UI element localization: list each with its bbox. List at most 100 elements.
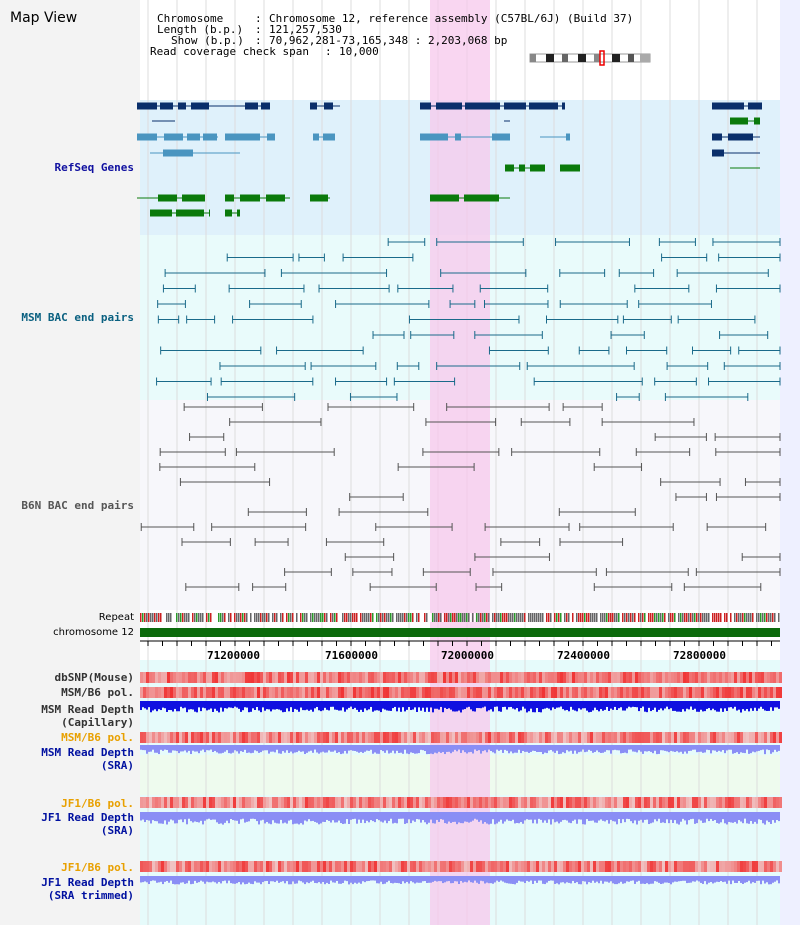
- heat-mark: [164, 861, 167, 872]
- heat-mark: [446, 732, 449, 743]
- heat-mark: [404, 672, 407, 683]
- depth-bar: [766, 876, 768, 883]
- depth-bar: [224, 701, 226, 709]
- track-label-b6n-bac[interactable]: B6N BAC end pairs: [21, 499, 134, 512]
- repeat-mark: [742, 613, 744, 622]
- heat-mark: [653, 732, 656, 743]
- heat-mark: [434, 732, 437, 743]
- heat-mark: [395, 672, 398, 683]
- heat-mark: [740, 672, 743, 683]
- heat-mark: [761, 797, 764, 808]
- depth-bar: [344, 745, 346, 751]
- depth-bar: [544, 812, 546, 821]
- heat-mark: [677, 687, 680, 698]
- track-label-dbsnp[interactable]: dbSNP(Mouse): [54, 671, 134, 684]
- heat-mark: [203, 732, 206, 743]
- heat-mark: [221, 861, 224, 872]
- heat-mark: [155, 732, 158, 743]
- depth-bar: [696, 701, 698, 712]
- heat-mark: [290, 672, 293, 683]
- depth-bar: [512, 745, 514, 754]
- depth-bar: [294, 701, 296, 709]
- repeat-mark: [354, 613, 356, 622]
- heat-mark: [629, 861, 632, 872]
- depth-bar: [188, 701, 190, 710]
- heat-mark: [737, 797, 740, 808]
- depth-bar: [246, 745, 248, 753]
- repeat-mark: [336, 613, 338, 622]
- depth-bar: [680, 876, 682, 882]
- depth-bar: [276, 812, 278, 824]
- repeat-mark: [294, 613, 296, 622]
- heat-mark: [428, 687, 431, 698]
- heat-mark: [410, 732, 413, 743]
- repeat-mark: [276, 613, 278, 622]
- track-label-msm-b6-pol-1[interactable]: MSM/B6 pol.: [61, 686, 134, 699]
- depth-bar: [406, 876, 408, 882]
- heat-mark: [323, 797, 326, 808]
- heat-mark: [305, 797, 308, 808]
- heat-mark: [215, 797, 218, 808]
- depth-bar: [318, 876, 320, 883]
- heat-mark: [311, 687, 314, 698]
- track-label-jf1-depth-sra-1[interactable]: JF1 Read Depth: [41, 811, 134, 824]
- depth-bar: [190, 876, 192, 885]
- heat-mark: [581, 797, 584, 808]
- track-label-refseq[interactable]: RefSeq Genes: [54, 161, 134, 174]
- depth-bar: [736, 745, 738, 753]
- heat-mark: [341, 797, 344, 808]
- depth-bar: [242, 745, 244, 752]
- track-label-jf1-depth-sra-2[interactable]: (SRA): [100, 824, 134, 837]
- heat-mark: [503, 732, 506, 743]
- heat-mark: [665, 732, 668, 743]
- depth-bar: [240, 812, 242, 820]
- heat-mark: [269, 797, 272, 808]
- heat-mark: [752, 861, 755, 872]
- repeat-mark: [630, 613, 632, 622]
- heat-mark: [278, 687, 281, 698]
- track-label-jf1-depth-trim-1[interactable]: JF1 Read Depth: [41, 876, 134, 889]
- depth-bar: [156, 701, 158, 712]
- heat-mark: [371, 732, 374, 743]
- repeat-mark: [394, 613, 396, 622]
- heat-mark: [662, 732, 665, 743]
- repeat-mark: [540, 613, 542, 622]
- track-label-msm-b6-pol-2[interactable]: MSM/B6 pol.: [61, 731, 134, 744]
- depth-bar: [392, 812, 394, 824]
- track-label-msm-depth-sra-1[interactable]: MSM Read Depth: [41, 746, 134, 759]
- depth-bar: [614, 876, 616, 885]
- repeat-mark: [716, 613, 718, 622]
- depth-bar: [274, 812, 276, 823]
- depth-bar: [430, 701, 432, 708]
- depth-bar: [552, 812, 554, 820]
- depth-bar: [768, 745, 770, 751]
- heat-mark: [617, 797, 620, 808]
- heat-mark: [245, 861, 248, 872]
- heat-mark: [611, 687, 614, 698]
- depth-bar: [700, 745, 702, 752]
- depth-bar: [478, 876, 480, 884]
- heat-mark: [473, 797, 476, 808]
- track-label-msm-depth-cap-2[interactable]: (Capillary): [61, 716, 134, 729]
- heat-mark: [248, 672, 251, 683]
- repeat-mark: [288, 613, 290, 622]
- track-label-repeat[interactable]: Repeat: [98, 612, 134, 623]
- track-label-jf1-b6-pol-1[interactable]: JF1/B6 pol.: [61, 797, 134, 810]
- heat-mark: [554, 687, 557, 698]
- track-label-msm-depth-sra-2[interactable]: (SRA): [100, 759, 134, 772]
- repeat-mark: [376, 613, 378, 622]
- track-label-msm-depth-cap-1[interactable]: MSM Read Depth: [41, 703, 134, 716]
- heat-mark: [308, 861, 311, 872]
- heat-mark: [197, 687, 200, 698]
- track-label-msm-bac[interactable]: MSM BAC end pairs: [21, 311, 134, 324]
- depth-bar: [724, 745, 726, 754]
- depth-bar: [304, 876, 306, 885]
- track-label-jf1-b6-pol-2[interactable]: JF1/B6 pol.: [61, 861, 134, 874]
- track-label-jf1-depth-trim-2[interactable]: (SRA trimmed): [47, 889, 134, 902]
- depth-bar: [698, 701, 700, 712]
- heat-mark: [329, 672, 332, 683]
- depth-bar: [184, 812, 186, 820]
- depth-bar: [262, 701, 264, 708]
- track-label-chromosome[interactable]: chromosome 12: [53, 627, 134, 638]
